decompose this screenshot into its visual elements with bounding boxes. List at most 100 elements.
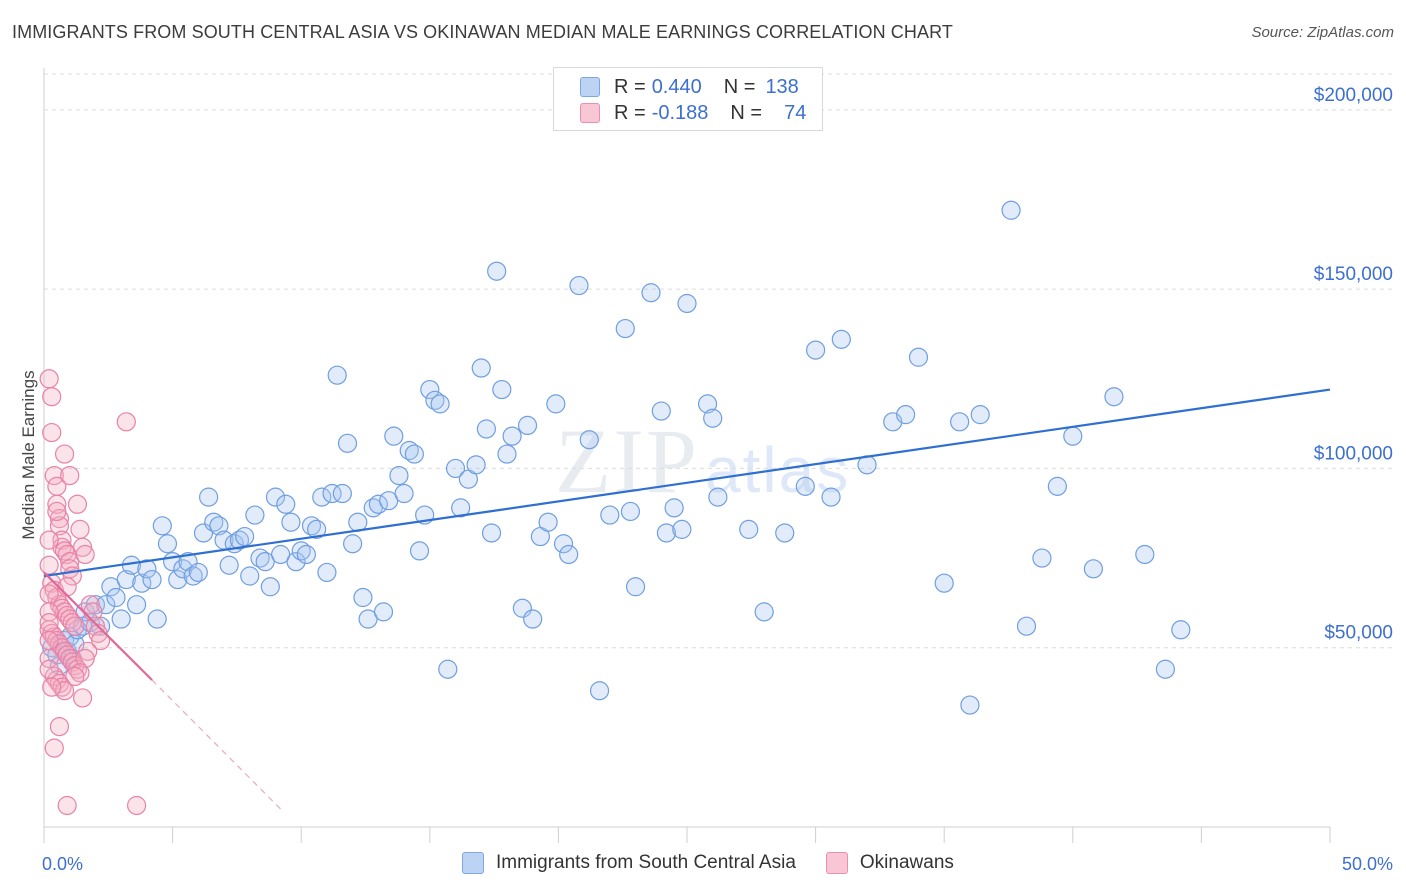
point-immigrants (523, 609, 543, 629)
chart-title: IMMIGRANTS FROM SOUTH CENTRAL ASIA VS OK… (12, 22, 953, 42)
point-immigrants (497, 444, 517, 464)
point-okinawans (39, 584, 59, 604)
point-immigrants (703, 408, 723, 428)
point-immigrants (384, 426, 404, 446)
point-okinawans (70, 663, 90, 683)
point-okinawans (75, 648, 95, 669)
point-immigrants (960, 695, 980, 715)
point-okinawans (39, 630, 59, 651)
point-immigrants (152, 516, 172, 536)
point-immigrants (569, 275, 589, 296)
point-immigrants (389, 466, 409, 486)
legend-row-immigrants: R = 0.440 N = 138 (580, 75, 799, 99)
point-okinawans (39, 530, 59, 550)
legend-n-value: 74 (784, 101, 807, 124)
point-immigrants (291, 541, 311, 561)
point-immigrants (821, 487, 841, 507)
point-immigrants (337, 433, 358, 453)
legend-item-immigrants[interactable]: Immigrants from South Central Asia (462, 852, 796, 874)
point-immigrants (896, 405, 916, 425)
point-okinawans (42, 677, 62, 697)
axes (43, 68, 1331, 843)
point-immigrants (106, 587, 126, 608)
point-immigrants (420, 379, 440, 400)
point-okinawans (90, 630, 111, 651)
point-immigrants (343, 534, 363, 554)
point-immigrants (620, 501, 641, 522)
legend-r-label: R = (614, 75, 646, 98)
point-immigrants (265, 487, 286, 507)
point-okinawans (80, 595, 100, 615)
point-immigrants (615, 318, 635, 339)
point-immigrants (950, 412, 970, 432)
point-immigrants (204, 512, 224, 532)
point-immigrants (137, 559, 157, 579)
point-immigrants (1135, 544, 1155, 565)
point-okinawans (116, 412, 136, 432)
point-immigrants (1083, 559, 1103, 579)
point-okinawans (126, 795, 147, 816)
point-immigrants (147, 609, 167, 629)
point-okinawans (42, 422, 62, 443)
point-okinawans (39, 659, 59, 679)
point-immigrants (322, 483, 342, 504)
point-okinawans (75, 544, 95, 565)
trend-lines (43, 388, 1331, 810)
point-okinawans (39, 602, 59, 622)
point-okinawans (44, 738, 64, 758)
point-immigrants (708, 487, 728, 507)
point-immigrants (126, 595, 147, 615)
point-okinawans (85, 616, 106, 636)
point-immigrants (502, 426, 522, 446)
point-immigrants (301, 516, 322, 536)
point-okinawans (78, 641, 98, 661)
legend-label-immigrants: Immigrants from South Central Asia (496, 852, 796, 873)
point-immigrants (487, 261, 507, 281)
point-immigrants (353, 587, 373, 608)
point-immigrants (373, 602, 394, 622)
series-immigrants (42, 200, 1191, 715)
point-immigrants (1001, 200, 1021, 220)
point-okinawans (42, 387, 62, 407)
point-immigrants (672, 519, 692, 539)
legend-r-label: R = (614, 101, 646, 124)
point-okinawans (52, 677, 72, 697)
point-immigrants (168, 569, 188, 590)
point-immigrants (85, 595, 106, 615)
point-immigrants (795, 476, 815, 496)
point-immigrants (476, 419, 496, 439)
legend-swatch-immigrants (580, 77, 600, 97)
point-okinawans (60, 466, 80, 486)
trend-line-okinawans (43, 571, 153, 681)
point-immigrants (553, 534, 574, 554)
point-immigrants (296, 544, 316, 565)
point-immigrants (425, 390, 445, 410)
point-immigrants (546, 394, 566, 414)
point-immigrants (1104, 387, 1124, 407)
point-okinawans (88, 623, 108, 643)
legend-r-value: -0.188 (651, 101, 709, 124)
point-okinawans (67, 494, 88, 514)
point-immigrants (229, 530, 250, 550)
series-okinawans (39, 369, 147, 816)
point-immigrants (445, 458, 466, 479)
point-immigrants (255, 552, 275, 572)
point-immigrants (142, 569, 162, 590)
point-immigrants (157, 534, 178, 554)
point-immigrants (481, 523, 502, 543)
axis-labels: $50,000 $100,000 $150,000 $200,000 0.0% 50.0%… (19, 85, 1393, 874)
legend-item-okinawans[interactable]: Okinawans (825, 852, 954, 874)
point-immigrants (188, 562, 208, 583)
point-immigrants (438, 659, 458, 679)
y-tick-label: $150,000 (1314, 264, 1393, 285)
point-okinawans (39, 648, 59, 669)
point-immigrants (589, 681, 610, 701)
point-okinawans (65, 666, 85, 687)
point-okinawans (47, 494, 67, 514)
point-okinawans (39, 369, 59, 389)
point-okinawans (67, 659, 88, 679)
point-okinawans (39, 555, 59, 575)
point-immigrants (1171, 620, 1191, 640)
point-immigrants (579, 430, 599, 450)
point-immigrants (831, 329, 851, 349)
